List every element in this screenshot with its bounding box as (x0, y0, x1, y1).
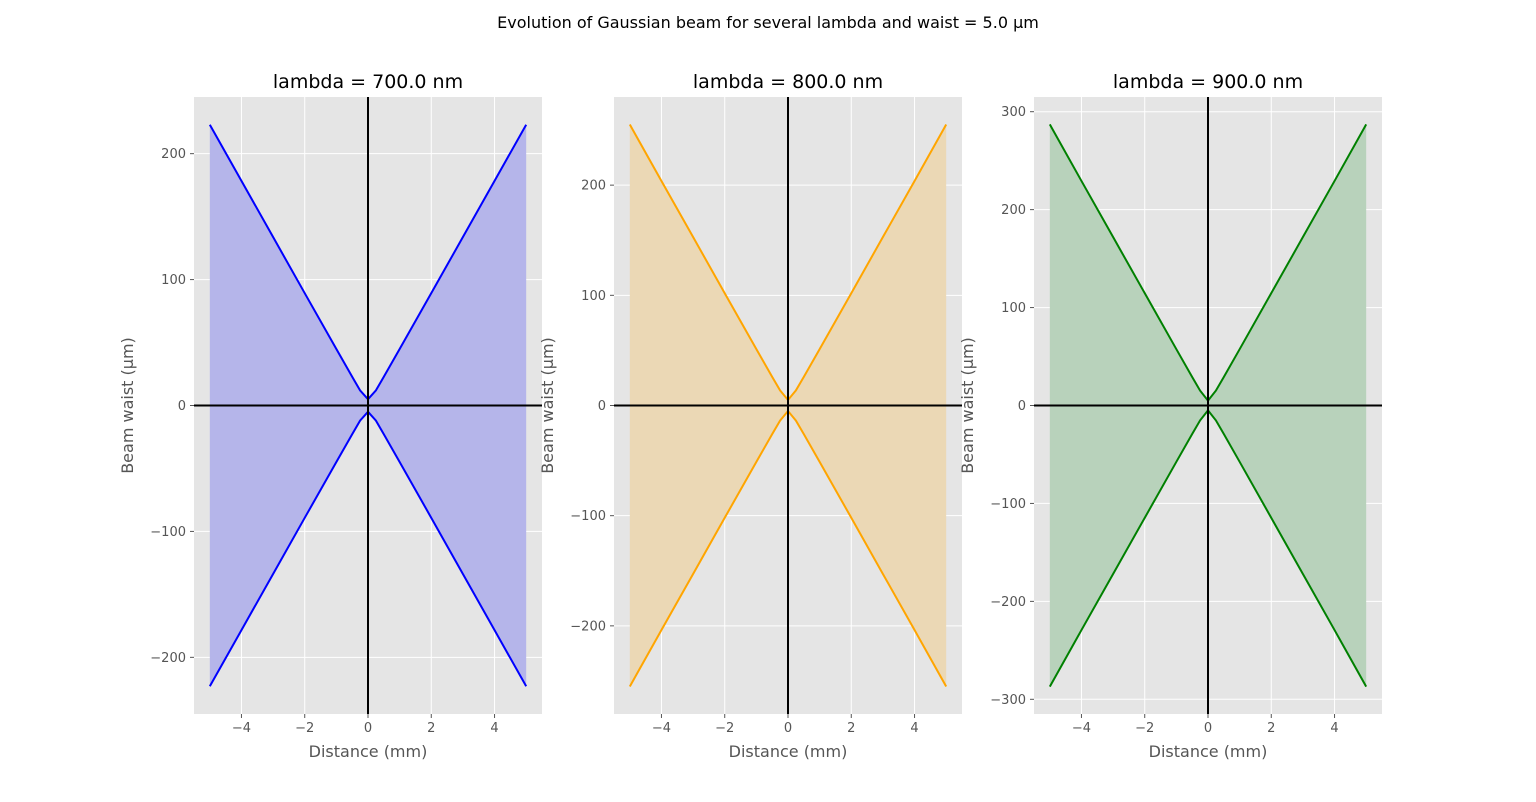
x-tick-label: −4 (232, 721, 251, 736)
y-tick-label: −100 (570, 509, 606, 524)
y-tick-label: 200 (161, 147, 186, 162)
y-tick-label: −300 (990, 693, 1026, 708)
y-axis-label: Beam waist (µm) (958, 337, 977, 474)
y-tick-label: 200 (1001, 203, 1026, 218)
x-tick-label: 2 (847, 721, 855, 736)
x-axis-label: Distance (mm) (1149, 742, 1268, 761)
subplot-title: lambda = 700.0 nm (273, 71, 463, 93)
y-axis-label: Beam waist (µm) (118, 337, 137, 474)
x-tick-label: 0 (784, 721, 792, 736)
y-tick-label: −100 (990, 497, 1026, 512)
y-tick-label: 200 (581, 179, 606, 194)
x-tick-label: 4 (490, 721, 498, 736)
subplot-3: −4 −2 0 2 4 −300 −200 −100 0 100 200 300 lambda = 90… (958, 71, 1382, 761)
subplot-2: −4 −2 0 2 4 −200 −100 0 100 200 lambda = 800.0 nm D… (538, 71, 962, 761)
y-tick-label: −200 (990, 595, 1026, 610)
subplot-1: −4 −2 0 2 4 −200 −100 0 100 200 lambda = 700.0 nm D… (118, 71, 542, 761)
y-tick-label: 100 (1001, 301, 1026, 316)
y-tick-label: 0 (598, 399, 606, 414)
x-tick-label: 0 (364, 721, 372, 736)
y-tick-label: 0 (1018, 399, 1026, 414)
x-tick-label: 2 (1267, 721, 1275, 736)
y-tick-label: 300 (1001, 105, 1026, 120)
figure-title: Evolution of Gaussian beam for several l… (497, 13, 1039, 32)
y-tick-label: 100 (581, 289, 606, 304)
y-tick-label: 100 (161, 273, 186, 288)
y-axis-label: Beam waist (µm) (538, 337, 557, 474)
x-tick-label: −2 (1135, 721, 1154, 736)
x-tick-label: −4 (652, 721, 671, 736)
x-tick-label: 4 (910, 721, 918, 736)
x-tick-label: 4 (1330, 721, 1338, 736)
x-axis-label: Distance (mm) (729, 742, 848, 761)
y-tick-label: −200 (570, 619, 606, 634)
y-tick-label: −200 (150, 651, 186, 666)
subplot-title: lambda = 800.0 nm (693, 71, 883, 93)
x-tick-label: 2 (427, 721, 435, 736)
y-tick-label: −100 (150, 525, 186, 540)
x-axis-label: Distance (mm) (309, 742, 428, 761)
x-tick-label: −2 (295, 721, 314, 736)
x-tick-label: −4 (1072, 721, 1091, 736)
subplot-title: lambda = 900.0 nm (1113, 71, 1303, 93)
y-tick-label: 0 (178, 399, 186, 414)
x-tick-label: −2 (715, 721, 734, 736)
x-tick-label: 0 (1204, 721, 1212, 736)
